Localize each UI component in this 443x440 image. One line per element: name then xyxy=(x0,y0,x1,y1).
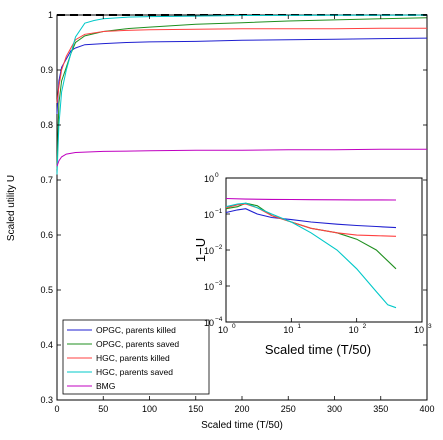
legend-label-3: HGC, parents killed xyxy=(96,353,170,363)
main-x-tick-label: 0 xyxy=(54,404,59,414)
main-x-tick-label: 250 xyxy=(281,404,296,414)
inset-x-axis-label: Scaled time (T/50) xyxy=(265,342,371,357)
legend-label-5: BMG xyxy=(96,381,115,391)
legend-box xyxy=(62,319,210,395)
inset-y-tick-label: 10 xyxy=(204,246,214,256)
inset-x-tick-exponent: 2 xyxy=(363,323,367,330)
main-x-tick-label: 350 xyxy=(373,404,388,414)
main-y-tick-label: 0.3 xyxy=(40,395,53,405)
main-series-line-5 xyxy=(56,148,427,167)
main-y-axis-label: Scaled utility U xyxy=(6,175,17,241)
legend: OPGC, parents killed OPGC, parents saved H… xyxy=(62,319,210,395)
inset-y-tick-label: 10 xyxy=(204,318,214,328)
main-y-tick-label: 0.7 xyxy=(40,175,53,185)
legend-label-4: HGC, parents saved xyxy=(96,367,173,377)
main-x-tick-label: 100 xyxy=(142,404,157,414)
main-y-tick-label: 0.5 xyxy=(40,285,53,295)
inset-x-ticks: 10 0 10 1 10 2 10 3 xyxy=(218,318,432,335)
main-x-tick-label: 50 xyxy=(98,404,108,414)
inset-series-line-4 xyxy=(225,202,397,309)
inset-y-axis-label: 1−U xyxy=(193,238,208,262)
inset-x-tick-label: 10 xyxy=(218,325,228,335)
inset-x-tick-label: 10 xyxy=(414,325,424,335)
main-y-tick-label: 0.6 xyxy=(40,230,53,240)
inset-x-tick-exponent: 3 xyxy=(428,323,432,330)
inset-x-tick-label: 10 xyxy=(283,325,293,335)
main-x-tick-label: 300 xyxy=(327,404,342,414)
legend-label-1: OPGC, parents killed xyxy=(96,325,176,335)
inset-y-tick-exponent: −3 xyxy=(215,280,223,287)
inset-y-tick-exponent: 0 xyxy=(215,172,219,179)
inset-series-line-5 xyxy=(225,197,397,201)
inset-series-group xyxy=(225,197,397,309)
inset-x-tick-exponent: 0 xyxy=(232,323,236,330)
main-series-line-3 xyxy=(56,27,427,104)
inset-y-tick-label: 10 xyxy=(204,174,214,184)
main-y-tick-label: 1 xyxy=(48,10,53,20)
main-x-ticks: 0 50 100 150 200 250 300 350 400 xyxy=(54,15,435,414)
legend-label-2: OPGC, parents saved xyxy=(96,339,179,349)
main-y-ticks: 0.3 0.4 0.5 0.6 0.7 0.8 0.9 1 xyxy=(40,10,427,405)
inset-plot-frame xyxy=(225,177,423,323)
main-y-tick-label: 0.9 xyxy=(40,65,53,75)
inset-x-tick-label: 10 xyxy=(349,325,359,335)
legend-items: OPGC, parents killed OPGC, parents saved H… xyxy=(67,325,179,391)
inset-x-tick-exponent: 1 xyxy=(297,323,301,330)
inset-series-line-1 xyxy=(225,208,397,229)
main-x-tick-label: 150 xyxy=(188,404,203,414)
inset-y-tick-exponent: −1 xyxy=(215,208,223,215)
main-series-line-2 xyxy=(56,17,428,170)
main-y-tick-label: 0.8 xyxy=(40,120,53,130)
inset-y-tick-exponent: −2 xyxy=(215,244,223,251)
main-y-tick-label: 0.4 xyxy=(40,340,53,350)
inset-y-tick-exponent: −4 xyxy=(215,316,223,323)
main-x-tick-label: 200 xyxy=(234,404,249,414)
inset-y-tick-label: 10 xyxy=(204,282,214,292)
main-x-axis-label: Scaled time (T/50) xyxy=(201,420,283,431)
inset-y-tick-label: 10 xyxy=(204,210,214,220)
main-x-tick-label: 400 xyxy=(419,404,434,414)
